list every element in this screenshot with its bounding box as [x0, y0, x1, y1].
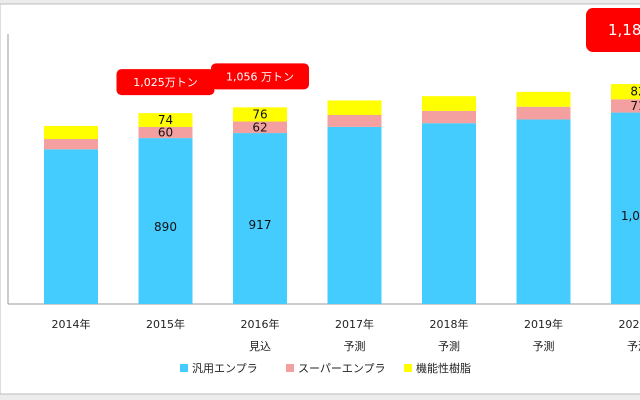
x-tick-note-7: 予測	[627, 339, 640, 353]
legend-swatch-2	[286, 364, 294, 372]
bar-segment-2-3	[233, 121, 287, 134]
bar-segment-3-5	[422, 96, 476, 111]
bar-segment-1-5	[422, 123, 476, 304]
bar-segment-3-3	[233, 107, 287, 122]
bar-segment-1-7	[611, 112, 640, 304]
x-tick-label-2: 2015年	[146, 317, 185, 331]
total-callout-2: 1,056 万トン	[211, 63, 309, 90]
total-callout-3: 1,181 万	[586, 8, 640, 53]
x-tick-note-5: 予測	[438, 339, 460, 353]
bar-segment-2-1	[44, 139, 98, 150]
x-tick-note-3: 見込	[249, 340, 271, 353]
x-tick-label-3: 2016年	[241, 317, 280, 331]
data-label: 71	[630, 99, 640, 113]
bar-segment-2-2	[138, 126, 193, 139]
bar-segment-3-7	[611, 84, 640, 100]
x-tick-label-6: 2019年	[524, 317, 563, 331]
legend-label-2: スーパーエンプラ	[298, 362, 386, 375]
x-tick-note-4: 予測	[344, 339, 366, 353]
bar-segment-2-5	[422, 110, 476, 124]
legend-swatch-3	[404, 364, 412, 372]
callout-box	[116, 69, 215, 96]
data-label: 74	[158, 113, 173, 127]
data-label: 917	[249, 218, 272, 232]
bar-segment-1-1	[44, 149, 98, 304]
x-tick-label-7: 2020年	[619, 317, 640, 331]
bar-segment-2-4	[327, 114, 382, 127]
legend: 汎用エンプラ スーパーエンプラ 機能性樹脂	[180, 361, 471, 375]
bar-segment-1-4	[327, 126, 382, 304]
bar-segment-1-2	[138, 138, 193, 304]
bar-segment-1-6	[516, 119, 571, 305]
data-label: 1,027	[621, 209, 640, 223]
data-label: 60	[158, 126, 173, 140]
legend-swatch-1	[180, 364, 188, 372]
total-callout-1: 1,025万トン	[116, 69, 215, 96]
bar-segment-3-4	[327, 100, 382, 115]
callout-text: 1,181 万	[608, 21, 640, 39]
bar-segment-3-2	[138, 113, 193, 127]
data-label: 76	[252, 107, 267, 121]
callout-box	[211, 63, 309, 90]
legend-label-1: 汎用エンプラ	[192, 361, 258, 375]
bar-segment-3-6	[516, 91, 571, 107]
bar-segment-2-7	[611, 99, 640, 113]
x-tick-label-5: 2018年	[430, 317, 469, 331]
x-tick-note-6: 予測	[533, 339, 555, 353]
callout-group: 1,025万トン 1,056 万トン 1,181 万	[116, 8, 640, 96]
callout-text: 1,025万トン	[133, 76, 198, 89]
legend-label-3: 機能性樹脂	[416, 361, 471, 375]
bar-segment-3-1	[44, 125, 98, 140]
callout-text: 1,056 万トン	[226, 70, 294, 83]
x-tick-label-4: 2017年	[335, 317, 374, 331]
data-label: 62	[252, 120, 267, 134]
data-label: 890	[154, 220, 177, 234]
callout-box	[586, 8, 640, 53]
data-label: 82	[630, 85, 640, 99]
bar-segment-2-6	[516, 106, 571, 120]
bar-segment-1-3	[233, 133, 287, 304]
x-tick-label-1: 2014年	[52, 317, 91, 331]
